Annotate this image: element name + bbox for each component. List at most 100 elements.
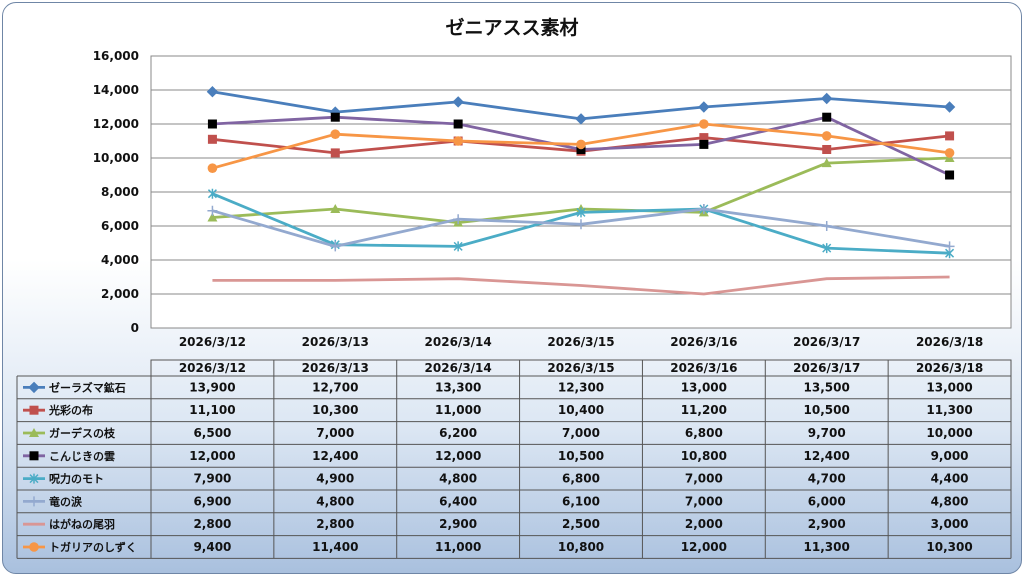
table-cell: 9,000	[931, 449, 969, 463]
data-point	[821, 221, 832, 231]
table-cell: 3,000	[931, 517, 969, 531]
x-tick-label: 2026/3/13	[302, 335, 369, 349]
legend-entry: こんじきの雲	[49, 450, 115, 463]
table-cell: 6,900	[193, 494, 231, 508]
y-tick-label: 4,000	[101, 253, 139, 267]
data-point	[822, 145, 832, 154]
table-cell: 12,000	[189, 449, 235, 463]
table-header-cell: 2026/3/14	[425, 361, 492, 375]
table-cell: 2,500	[562, 517, 600, 531]
data-point	[29, 428, 39, 437]
table-cell: 4,900	[316, 472, 354, 486]
data-point	[821, 92, 833, 105]
table-cell: 13,900	[189, 380, 235, 394]
legend-entry: ゼーラズマ鉱石	[49, 380, 126, 394]
y-tick-label: 0	[131, 321, 139, 335]
x-tick-label: 2026/3/17	[793, 335, 860, 349]
table-cell: 2,000	[685, 517, 723, 531]
data-point	[943, 101, 956, 113]
table-cell: 6,100	[562, 494, 600, 508]
table-header-cell: 2026/3/17	[793, 361, 860, 375]
table-cell: 12,300	[558, 380, 604, 394]
data-point	[944, 241, 955, 252]
table-cell: 2,800	[193, 517, 231, 531]
data-point	[207, 163, 218, 173]
data-point	[453, 214, 464, 225]
table-cell: 12,400	[804, 449, 850, 463]
table-cell: 6,800	[685, 426, 723, 440]
table-cell: 7,900	[193, 472, 231, 486]
table-cell: 2,900	[439, 517, 477, 531]
table-cell: 13,300	[435, 380, 481, 394]
table-cell: 11,300	[804, 540, 850, 554]
data-point	[945, 131, 955, 141]
data-point	[453, 119, 463, 129]
data-point	[822, 243, 832, 254]
data-point	[207, 205, 218, 216]
y-tick-label: 6,000	[101, 219, 139, 233]
table-header-cell: 2026/3/18	[916, 361, 983, 375]
data-point	[452, 96, 464, 108]
line-chart: 16,000 14,000 12,000 10,000 8,000 6,000 4,000 2…	[16, 49, 1012, 559]
data-point	[699, 139, 709, 149]
data-point	[330, 112, 340, 122]
data-point	[330, 129, 341, 139]
table-cell: 4,700	[808, 472, 846, 486]
table-cell: 12,000	[681, 540, 727, 554]
table-cell: 10,500	[558, 449, 604, 463]
data-point	[207, 134, 217, 144]
table-cell: 13,000	[926, 380, 972, 394]
data-point	[699, 133, 709, 143]
y-tick-label: 14,000	[93, 83, 139, 97]
data-point	[330, 204, 341, 213]
table-cell: 6,200	[439, 426, 477, 440]
data-point	[453, 136, 463, 146]
data-point	[330, 241, 341, 252]
table-cell: 4,800	[931, 494, 969, 508]
data-point	[28, 381, 40, 394]
data-point	[698, 101, 710, 113]
table-cell: 4,400	[931, 472, 969, 486]
table-cell: 7,000	[562, 426, 600, 440]
series-line	[212, 275, 950, 296]
data-point	[821, 158, 832, 168]
table-cell: 10,800	[681, 449, 727, 463]
y-tick-label: 12,000	[93, 117, 139, 131]
data-point	[207, 188, 217, 199]
legend-entry: ガーデスの枝	[49, 426, 116, 440]
data-point	[945, 170, 955, 180]
data-point	[29, 451, 39, 461]
table-cell: 6,000	[808, 494, 846, 508]
table-cell: 10,300	[312, 403, 358, 417]
table-cell: 11,300	[926, 403, 972, 417]
data-table: 2026/3/12 2026/3/13 2026/3/14 2026/3/15 2026…	[16, 359, 1012, 559]
table-cell: 13,500	[804, 380, 850, 394]
x-tick-label: 2026/3/15	[547, 335, 614, 349]
table-cell: 6,800	[562, 472, 600, 486]
table-cell: 12,400	[312, 449, 358, 463]
data-point	[575, 113, 587, 125]
x-tick-label: 2026/3/16	[670, 335, 737, 349]
table-header-cell: 2026/3/12	[179, 361, 246, 375]
y-tick-label: 8,000	[101, 185, 139, 199]
table-cell: 7,000	[685, 472, 723, 486]
data-point	[29, 405, 39, 415]
data-point	[576, 219, 586, 230]
table-cell: 11,000	[435, 403, 481, 417]
y-tick-label: 2,000	[101, 287, 139, 301]
x-tick-label: 2026/3/18	[916, 335, 983, 349]
table-cell: 9,700	[808, 426, 846, 440]
table-cell: 12,700	[312, 380, 358, 394]
table-cell: 2,900	[808, 517, 846, 531]
table-cell: 11,400	[312, 540, 358, 554]
table-cell: 7,000	[316, 426, 354, 440]
table-cell: 12,000	[435, 449, 481, 463]
table-cell: 11,200	[681, 403, 727, 417]
table-cell: 10,500	[804, 403, 850, 417]
table-cell: 10,000	[926, 426, 972, 440]
data-point	[822, 112, 832, 122]
x-tick-label: 2026/3/14	[425, 335, 492, 349]
table-cell: 4,800	[439, 472, 477, 486]
y-tick-label: 16,000	[93, 49, 139, 63]
